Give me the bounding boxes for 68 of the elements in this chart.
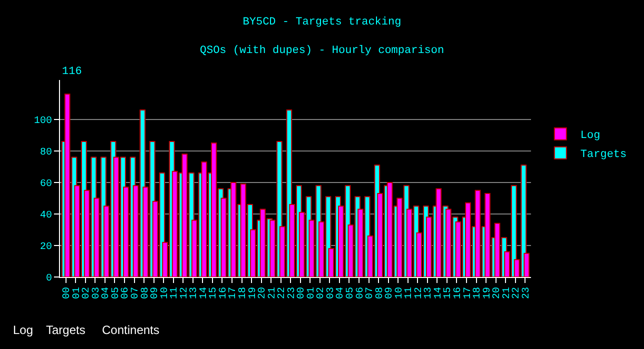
- y-tick-label: 100: [34, 116, 52, 127]
- x-tick-label: 00: [296, 287, 308, 300]
- x-tick-label: 06: [120, 287, 132, 300]
- x-tick-label: 23: [286, 287, 298, 300]
- x-tick-label: 16: [218, 287, 230, 300]
- x-tick-label: 21: [502, 287, 513, 300]
- x-tick-label: 23: [521, 287, 532, 300]
- x-tick-label: 20: [258, 287, 269, 300]
- x-tick-label: 11: [404, 287, 416, 300]
- x-tick-label: 05: [110, 287, 122, 300]
- x-tick-label: 11: [170, 287, 181, 300]
- x-tick-label: 14: [198, 287, 210, 300]
- x-tick-label: 00: [62, 287, 74, 300]
- x-tick-label: 04: [336, 287, 347, 300]
- x-tick-label: 21: [267, 287, 278, 300]
- x-tick-label: 22: [277, 287, 288, 300]
- text: Targets: [46, 323, 86, 337]
- x-tick-label: 04: [101, 287, 112, 300]
- legend-label: Log: [580, 130, 600, 142]
- x-tick-label: 08: [140, 287, 152, 300]
- x-tick-label: 09: [150, 287, 162, 300]
- bar: [484, 192, 490, 277]
- bar: [201, 161, 208, 277]
- bar: [386, 182, 393, 277]
- x-tick-label: 14: [433, 287, 444, 300]
- x-tick-label: 18: [472, 287, 484, 300]
- x-tick-label: 16: [452, 287, 464, 300]
- x-tick-label: 17: [228, 287, 240, 300]
- x-tick-label: 01: [306, 287, 318, 300]
- x-tick-label: 10: [160, 287, 171, 300]
- x-tick-label: 15: [443, 287, 454, 300]
- x-tick-label: 19: [482, 287, 494, 300]
- x-tick-label: 02: [82, 287, 93, 300]
- x-tick-label: 10: [394, 287, 406, 300]
- y-tick-label: 60: [40, 178, 52, 190]
- x-tick-label: 22: [512, 287, 523, 300]
- x-tick-label: 07: [130, 287, 142, 300]
- x-tick-label: 12: [414, 287, 425, 300]
- x-tick-label: 07: [365, 287, 376, 300]
- x-tick-label: 19: [248, 287, 259, 300]
- legend-label: Targets: [580, 149, 627, 162]
- text: 116: [62, 66, 82, 78]
- text: Continents: [102, 323, 160, 337]
- x-tick-label: 12: [179, 287, 190, 300]
- x-tick-label: 20: [492, 287, 504, 300]
- bar: [230, 182, 236, 277]
- x-tick-label: 05: [345, 287, 356, 300]
- y-tick-label: 40: [40, 210, 52, 222]
- x-tick-label: 18: [238, 287, 250, 300]
- x-tick-label: 03: [91, 287, 102, 300]
- bar: [465, 202, 471, 277]
- text: Log: [13, 323, 34, 337]
- x-tick-label: 06: [355, 287, 366, 300]
- bar: [474, 190, 481, 277]
- x-tick-label: 08: [374, 287, 386, 300]
- x-tick-label: 13: [424, 287, 435, 300]
- x-tick-label: 03: [326, 287, 337, 300]
- y-tick-label: 0: [46, 274, 52, 284]
- x-tick-label: 17: [462, 287, 474, 300]
- x-tick-label: 13: [189, 287, 200, 300]
- x-tick-label: 02: [316, 287, 328, 300]
- chart-subtitle: QSOs (with dupes) - Hourly comparison: [200, 45, 444, 58]
- y-tick-label: 20: [40, 242, 52, 253]
- x-tick-label: 15: [208, 287, 220, 300]
- x-tick-label: 01: [72, 287, 83, 300]
- y-tick-label: 80: [40, 147, 52, 158]
- x-tick-label: 09: [384, 287, 396, 300]
- chart-title: BY5CD - Targets tracking: [242, 16, 402, 28]
